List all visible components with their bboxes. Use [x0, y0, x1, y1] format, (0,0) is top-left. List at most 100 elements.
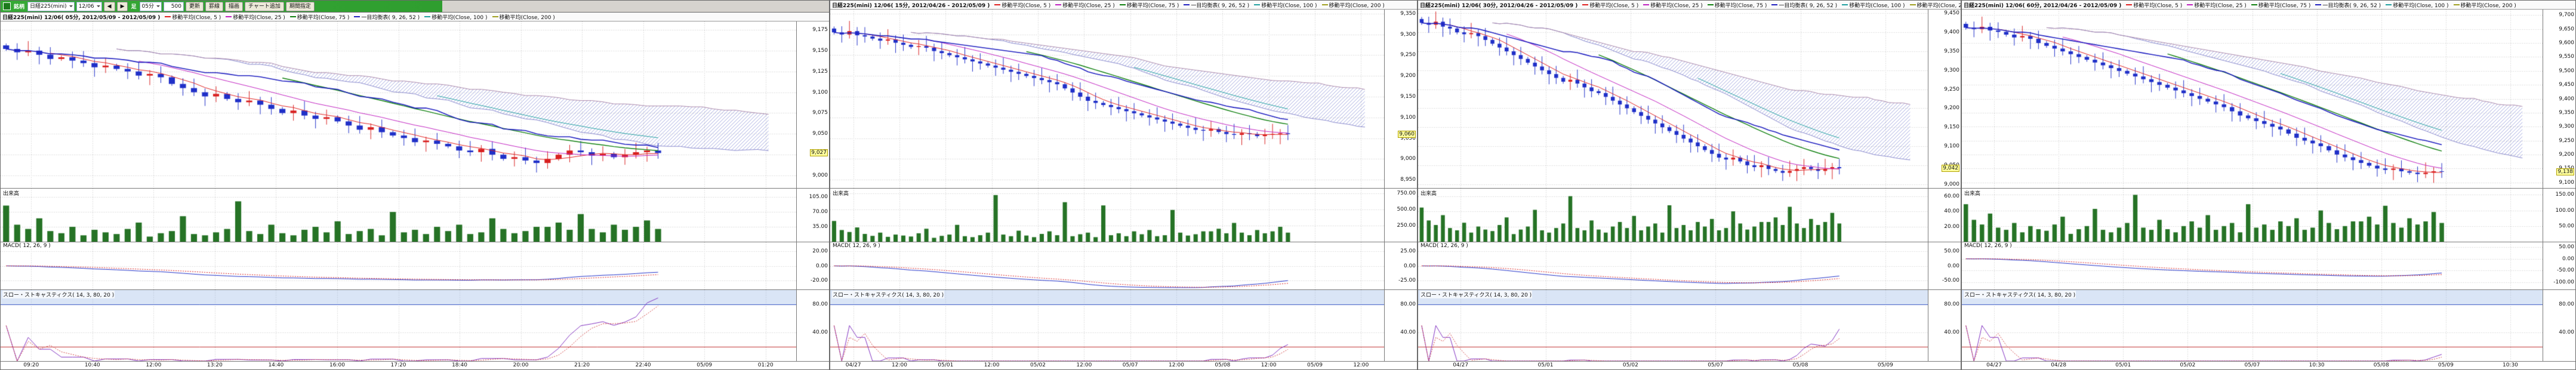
- volume-plot[interactable]: 出来高: [1962, 189, 2543, 242]
- legend-label: 移動平均(Close, 200 ): [499, 14, 555, 21]
- axis-label: 9,100: [2559, 179, 2574, 186]
- legend-label: 移動平均(Close, 100 ): [1849, 2, 1905, 9]
- time-tick-label: 16:00: [329, 362, 345, 368]
- legend-label: 移動平均(Close, 200 ): [1329, 2, 1385, 9]
- stochastics-plot[interactable]: スロー・ストキャスティクス( 14, 3, 80, 20 ): [1962, 290, 2543, 361]
- legend-item: 移動平均(Close, 75 ): [1707, 1, 1767, 9]
- macd-axis: 25.00 0.00 -25.00: [1384, 242, 1417, 289]
- macd-title: MACD( 12, 26, 9 ): [2, 243, 51, 249]
- legend-label: 移動平均(Close, 5 ): [2133, 2, 2183, 9]
- stochastics-canvas[interactable]: [1962, 290, 2543, 361]
- legend-label: 一目均衡表( 9, 26, 52 ): [1779, 2, 1838, 9]
- legend-label: 移動平均(Close, 5 ): [1589, 2, 1639, 9]
- volume-plot[interactable]: 出来高: [1, 189, 796, 242]
- axis-label: -100.00: [2553, 279, 2574, 286]
- axis-label: 80.00: [1400, 301, 1416, 307]
- chart-header: 日経225(mini) 12/06( 15分, 2012/04/26 - 201…: [830, 1, 1417, 10]
- macd-plot[interactable]: MACD( 12, 26, 9 ): [830, 242, 1384, 289]
- axis-label: 9,000: [812, 172, 828, 179]
- price-chart-canvas[interactable]: [1962, 10, 2543, 188]
- macd-plot[interactable]: MACD( 12, 26, 9 ): [1, 242, 796, 289]
- legend-item: 移動平均(Close, 5 ): [994, 1, 1050, 9]
- volume-canvas[interactable]: [1962, 189, 2543, 242]
- axis-label: 9,250: [2559, 137, 2574, 144]
- volume-canvas[interactable]: [1, 189, 796, 242]
- macd-canvas[interactable]: [1418, 242, 1928, 289]
- time-tick-label: 05/02: [1622, 362, 1638, 368]
- volume-plot[interactable]: 出来高: [1418, 189, 1928, 242]
- prev-button[interactable]: ◀: [103, 1, 115, 11]
- price-plot[interactable]: [830, 10, 1384, 188]
- price-chart-canvas[interactable]: [1, 21, 796, 188]
- legend-swatch: [1055, 4, 1062, 5]
- time-tick-label: 05/01: [1537, 362, 1554, 368]
- indicator-legend: 移動平均(Close, 5 ) 移動平均(Close, 25 ) 移動平均(Clos…: [2126, 1, 2516, 9]
- legend-item: 移動平均(Close, 25 ): [2187, 1, 2247, 9]
- macd-plot[interactable]: MACD( 12, 26, 9 ): [1418, 242, 1928, 289]
- axis-label: 80.00: [1944, 301, 1959, 307]
- macd-title: MACD( 12, 26, 9 ): [1420, 243, 1469, 249]
- period-select[interactable]: 05分: [139, 1, 162, 11]
- last-price-badge: 9,042: [1942, 164, 1959, 172]
- legend-swatch: [1842, 4, 1848, 5]
- time-tick-label: 10:40: [84, 362, 100, 368]
- stochastics-canvas[interactable]: [1, 290, 796, 361]
- price-chart-canvas[interactable]: [830, 10, 1384, 188]
- time-tick-label: 04/27: [1453, 362, 1469, 368]
- time-tick-label: 17:20: [390, 362, 406, 368]
- legend-item: 移動平均(Close, 5 ): [165, 13, 221, 21]
- volume-canvas[interactable]: [830, 189, 1384, 242]
- price-plot[interactable]: [1962, 10, 2543, 188]
- axis-label: 9,075: [812, 110, 828, 116]
- stochastics-canvas[interactable]: [1418, 290, 1928, 361]
- draw-button[interactable]: 描画: [224, 1, 243, 11]
- price-plot[interactable]: [1, 21, 796, 188]
- gridline-button[interactable]: 罫線: [205, 1, 223, 11]
- macd-canvas[interactable]: [1962, 242, 2543, 289]
- axis-label: 500.00: [1397, 206, 1416, 212]
- axis-label: 9,100: [812, 89, 828, 95]
- period-range-button[interactable]: 期間指定: [285, 1, 315, 11]
- stochastics-plot[interactable]: スロー・ストキャスティクス( 14, 3, 80, 20 ): [830, 290, 1384, 361]
- axis-label: 40.00: [1944, 208, 1959, 215]
- price-plot[interactable]: [1418, 10, 1928, 188]
- axis-label: 9,250: [1400, 52, 1416, 58]
- axis-label: 150.00: [2555, 192, 2575, 198]
- bars-count-input[interactable]: 500: [163, 1, 184, 11]
- legend-label: 一目均衡表( 9, 26, 52 ): [1191, 2, 1250, 9]
- legend-label: 一目均衡表( 9, 26, 52 ): [361, 14, 420, 21]
- stochastics-title: スロー・ストキャスティクス( 14, 3, 80, 20 ): [2, 291, 115, 298]
- price-chart-canvas[interactable]: [1418, 10, 1928, 188]
- axis-label: 9,600: [2559, 40, 2574, 47]
- legend-swatch: [1184, 4, 1190, 5]
- symbol-select[interactable]: 日経225(mini): [27, 1, 75, 11]
- volume-canvas[interactable]: [1418, 189, 1928, 242]
- indicator-legend: 移動平均(Close, 5 ) 移動平均(Close, 25 ) 移動平均(Clos…: [165, 13, 555, 21]
- app-icon: [3, 2, 11, 10]
- axis-label: -50.00: [1942, 278, 1959, 284]
- axis-label: 9,350: [1400, 10, 1416, 17]
- next-button[interactable]: ▶: [116, 1, 128, 11]
- contract-month-select[interactable]: 12/06: [76, 1, 102, 11]
- time-axis: 09:20 10:40 12:00 13:20 14:40 16:00 17:20 18:40…: [1, 362, 796, 369]
- legend-item: 移動平均(Close, 200 ): [1321, 1, 1385, 9]
- axis-label: 9,550: [2559, 54, 2574, 60]
- stochastics-plot[interactable]: スロー・ストキャスティクス( 14, 3, 80, 20 ): [1, 290, 796, 361]
- macd-plot[interactable]: MACD( 12, 26, 9 ): [1962, 242, 2543, 289]
- macd-canvas[interactable]: [830, 242, 1384, 289]
- stochastics-plot[interactable]: スロー・ストキャスティクス( 14, 3, 80, 20 ): [1418, 290, 1928, 361]
- refresh-button[interactable]: 更新: [185, 1, 204, 11]
- axis-label: 9,300: [1944, 67, 1959, 73]
- price-axis: 9,350 9,300 9,250 9,200 9,150 9,100 9,050 9,000…: [1384, 10, 1417, 188]
- add-chart-button[interactable]: チャート追加: [245, 1, 284, 11]
- toolbar: 銘柄 日経225(mini) 12/06 ◀ ▶ 足 05分 500 更新 罫線…: [1, 1, 829, 13]
- stochastics-canvas[interactable]: [830, 290, 1384, 361]
- legend-swatch: [994, 4, 1001, 5]
- time-tick-label: 05/01: [2115, 362, 2131, 368]
- time-tick-label: 18:40: [452, 362, 467, 368]
- legend-item: 一目均衡表( 9, 26, 52 ): [1771, 1, 1837, 9]
- volume-plot[interactable]: 出来高: [830, 189, 1384, 242]
- macd-canvas[interactable]: [1, 242, 796, 289]
- axis-label: 9,250: [1944, 86, 1959, 92]
- last-price-badge: 9,027: [810, 149, 828, 157]
